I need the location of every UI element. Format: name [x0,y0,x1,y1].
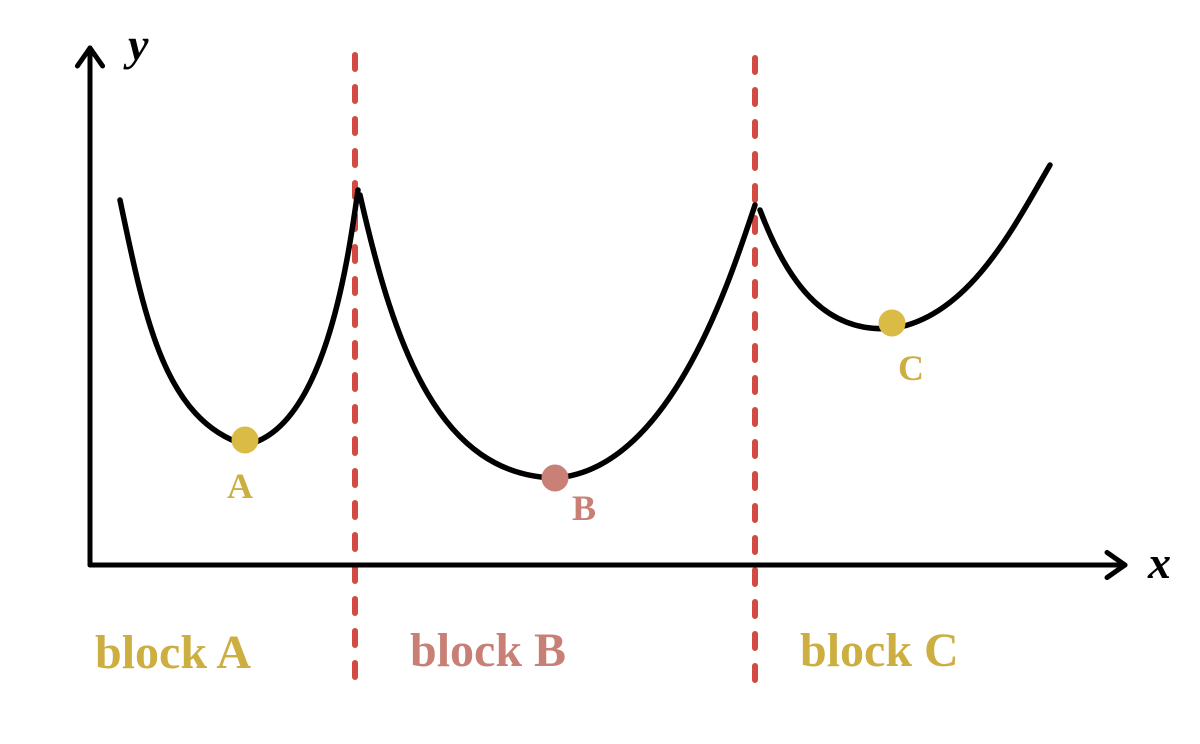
minimum-point-a [232,427,258,453]
curve-b [360,195,755,478]
curve-a [120,190,358,445]
minimum-point-b [542,465,568,491]
block-label-c: block C [800,624,959,677]
diagram: y x A B Cblock A block B block C [0,0,1200,744]
minimum-point-c [879,310,905,336]
block-label-a: block A [95,626,251,679]
x-axis-label: x [1147,537,1171,588]
point-label-a: A [227,466,253,506]
point-label-b: B [572,488,596,528]
block-label-b: block B [410,624,566,677]
point-label-c: C [898,348,924,388]
curve-c [760,165,1050,329]
y-axis-label: y [123,19,149,70]
